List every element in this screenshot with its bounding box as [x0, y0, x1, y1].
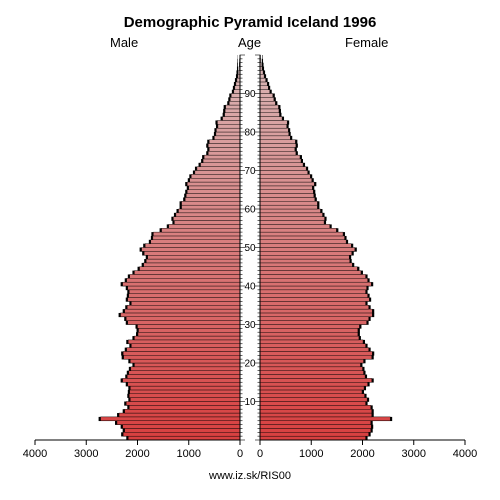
svg-text:1000: 1000: [299, 448, 323, 460]
svg-text:80: 80: [244, 128, 256, 139]
svg-text:50: 50: [244, 243, 256, 254]
svg-text:90: 90: [244, 89, 256, 100]
svg-text:3000: 3000: [74, 448, 98, 460]
svg-text:2000: 2000: [125, 448, 149, 460]
svg-text:1000: 1000: [177, 448, 201, 460]
svg-text:3000: 3000: [402, 448, 426, 460]
svg-text:0: 0: [237, 448, 243, 460]
svg-text:2000: 2000: [350, 448, 374, 460]
svg-text:10: 10: [244, 397, 256, 408]
svg-text:40: 40: [244, 282, 256, 293]
svg-text:4000: 4000: [23, 448, 47, 460]
svg-text:60: 60: [244, 205, 256, 216]
svg-text:30: 30: [244, 320, 256, 331]
svg-text:4000: 4000: [453, 448, 477, 460]
pyramid-svg: 10 20 30 40 50 60 70 80 90 0 0 1000 1000 2000 2000 3000…: [0, 0, 500, 500]
pyramid-chart: Demographic Pyramid Iceland 1996 Male Ag…: [0, 0, 500, 500]
svg-text:20: 20: [244, 359, 256, 370]
svg-text:70: 70: [244, 166, 256, 177]
svg-text:0: 0: [257, 448, 263, 460]
